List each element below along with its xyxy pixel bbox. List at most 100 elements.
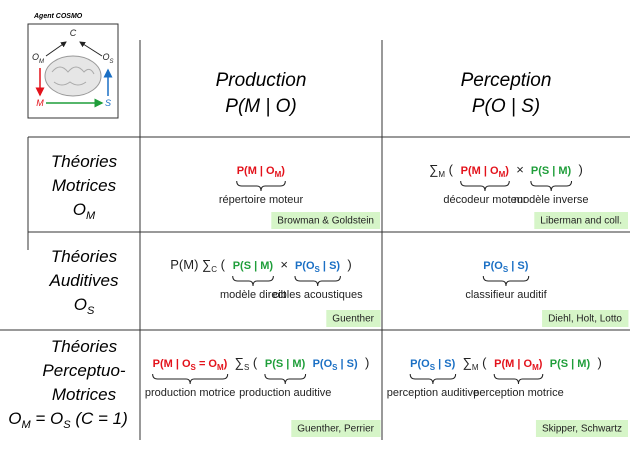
underbrace [232, 275, 274, 287]
brace-label: modèle inverse [514, 194, 589, 206]
brain [44, 55, 102, 97]
formula-term: P(S | M) [531, 165, 572, 177]
row-variable: OM [73, 200, 96, 222]
formula-term: × [516, 162, 524, 177]
row-label: Théories [51, 247, 118, 266]
citation-box [535, 420, 628, 437]
citation-box [542, 310, 629, 327]
subscript: S [87, 305, 95, 317]
text: M [36, 98, 44, 108]
subscript: S [191, 363, 197, 372]
text: O [74, 295, 87, 314]
citation-box [326, 310, 381, 327]
text: ) [365, 355, 369, 370]
formula-term: ) [365, 355, 369, 370]
brace-label: décodeur moteur [443, 194, 526, 206]
cell-formula: P(M | OS = OM) ∑S (P(S | M) P(OS | S))prod… [145, 355, 369, 399]
text: ) [579, 162, 583, 177]
underbrace [482, 275, 530, 287]
text: P(S | M) [265, 358, 306, 370]
column-formula: P(O | S) [472, 96, 540, 117]
brace-label: cibles acoustiques [273, 289, 363, 301]
citation-box [271, 212, 380, 229]
text: ) [539, 358, 543, 370]
formula-term: P(OS | S) [483, 260, 528, 274]
text: | S) [320, 260, 341, 272]
formula-term: ∑S ( [235, 355, 258, 372]
brace-label: classifieur auditif [465, 289, 547, 301]
row-label: Théories [51, 337, 118, 356]
underbrace [264, 373, 307, 385]
subscript: M [86, 210, 96, 222]
citation: Liberman and coll. [540, 216, 622, 227]
citation-box [291, 420, 381, 437]
citation: Guenther, Perrier [297, 424, 374, 435]
formula-term: P(S | M) [233, 260, 274, 272]
arrow [45, 41, 67, 57]
column-title: Perception [461, 70, 552, 91]
agent-node: S [105, 98, 111, 108]
formula-term: P(OS | S) [313, 358, 358, 372]
formula-term: P(M | OM) [237, 165, 286, 179]
text: ( [217, 257, 226, 272]
formula-term: ) [579, 162, 583, 177]
subscript: S [315, 265, 321, 274]
subscript: M [39, 59, 44, 65]
subscript: S [110, 59, 114, 65]
row-label: Motrices [52, 176, 117, 195]
formula-term: ) [597, 355, 601, 370]
brain-folds [51, 66, 95, 86]
text: ∑ [235, 355, 244, 370]
agent-cosmo: Agent COSMO [27, 13, 119, 119]
agent-node: C [70, 28, 77, 38]
text: ) [281, 165, 285, 177]
text: P(S | M) [550, 358, 591, 370]
text: ( [249, 355, 258, 370]
formula-term: P(S | M) [550, 358, 591, 370]
brace-label: modèle direct [220, 289, 286, 301]
text: P(S | M) [233, 260, 274, 272]
formula-term: ∑M ( [463, 355, 488, 372]
text: ) [347, 257, 351, 272]
citation: Browman & Goldstein [277, 216, 374, 227]
text: ) [224, 358, 228, 370]
subscript: M [472, 363, 479, 372]
text: P(M | O [494, 358, 532, 370]
arrow [79, 41, 103, 57]
subscript: S [244, 363, 249, 372]
agent-node: OM [32, 52, 44, 65]
underbrace [152, 373, 229, 385]
text: P(O [483, 260, 503, 272]
text: S [105, 98, 111, 108]
citation: Guenther [332, 314, 374, 325]
text: P(M | O [461, 165, 499, 177]
text: P(M) ∑ [170, 257, 211, 272]
cell-formula: P(OS | S) classifieur auditif [465, 260, 547, 301]
agent-node: OS [102, 52, 113, 65]
agent-label: Agent COSMO [33, 13, 83, 20]
brace-label: perception motrice [473, 387, 564, 399]
subscript: M [217, 363, 224, 372]
citation: Skipper, Schwartz [542, 424, 622, 435]
underbrace [236, 180, 286, 192]
underbrace [460, 180, 510, 192]
text: O [32, 52, 39, 62]
brace-label: répertoire moteur [219, 194, 304, 206]
text: ∑ [429, 162, 438, 177]
formula-term: P(OS | S) [295, 260, 340, 274]
text: = O [196, 358, 218, 370]
formula-term: × [280, 257, 288, 272]
citation-box [534, 212, 628, 229]
cell-formula: P(M | OM) répertoire moteur [219, 165, 304, 206]
subscript: S [63, 419, 71, 431]
brace-label: perception auditive [387, 387, 479, 399]
text: ) [597, 355, 601, 370]
subscript: M [438, 170, 445, 179]
subscript: M [275, 170, 282, 179]
text: ( [445, 162, 454, 177]
row-label: Perceptuo- [42, 361, 125, 380]
subscript: S [332, 363, 338, 372]
